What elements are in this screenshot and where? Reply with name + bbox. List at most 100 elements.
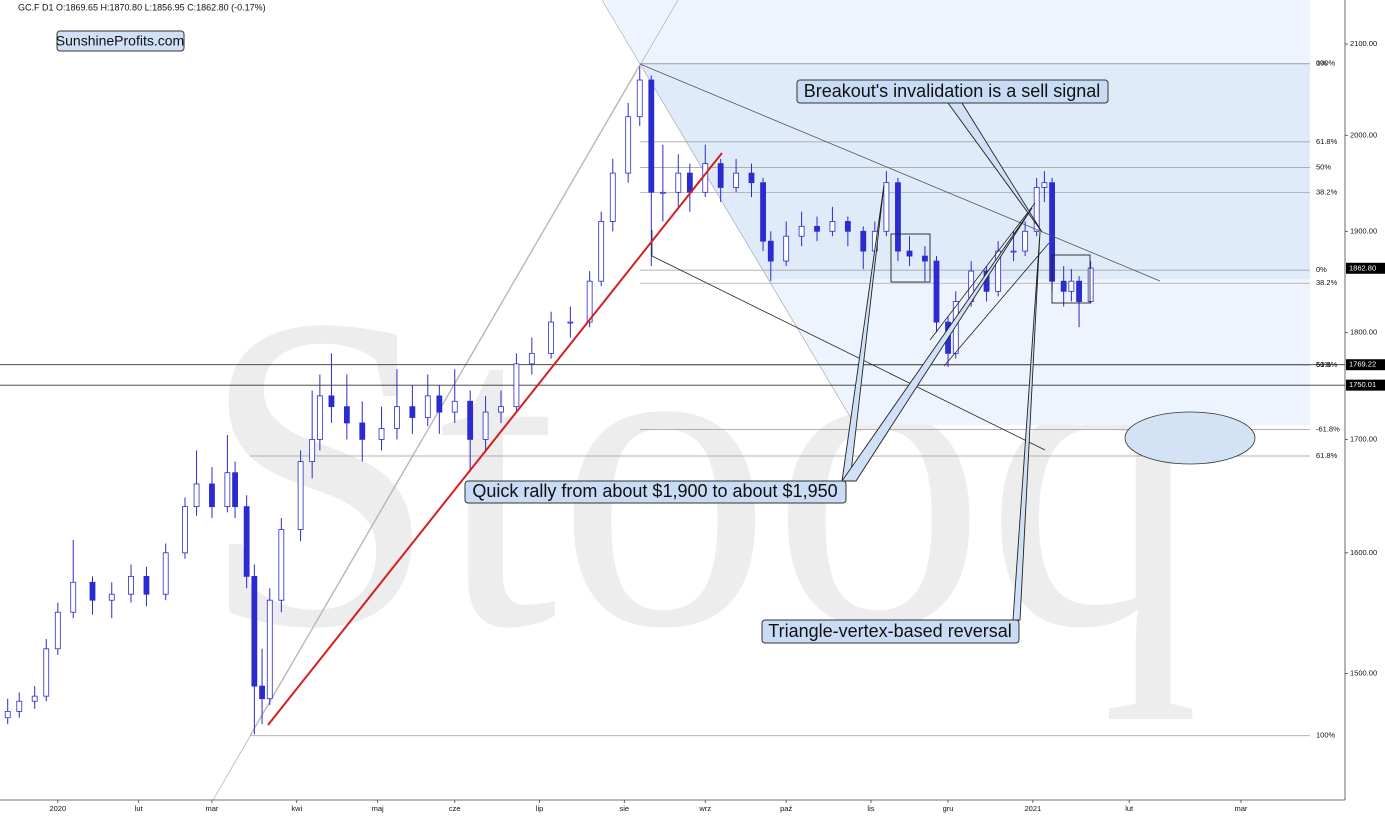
candle-body xyxy=(54,611,61,650)
candle-body xyxy=(266,599,273,700)
candle-body xyxy=(798,225,805,237)
drawings-layer: Breakout's invalidation is a sell signal… xyxy=(0,0,1346,801)
fib-label: 50% xyxy=(1316,360,1331,369)
candle-body xyxy=(717,163,724,188)
candle-body xyxy=(409,406,416,418)
candle-body xyxy=(1087,267,1094,302)
candle-body xyxy=(1033,187,1040,232)
candle-body xyxy=(4,710,11,719)
candle-body xyxy=(16,700,23,712)
fib-label: 100% xyxy=(1316,731,1336,740)
x-tick-label: maj xyxy=(372,804,384,813)
candle-body xyxy=(933,260,940,323)
y-tick-label: 1500.00 xyxy=(1350,669,1377,678)
fan-line xyxy=(249,63,641,736)
consolidation-box xyxy=(1051,254,1091,304)
candle-body xyxy=(89,581,96,601)
fib-label: 61.8% xyxy=(1316,137,1338,146)
x-tick-label: wrz xyxy=(698,804,711,813)
callout-pointer xyxy=(841,207,1033,482)
fib-label: 50% xyxy=(1316,162,1331,171)
brand: SunshineProfits.com xyxy=(56,33,184,49)
fib-label: -61.8% xyxy=(1316,425,1340,434)
callout-box xyxy=(761,619,1020,644)
candle-body xyxy=(482,411,489,440)
y-tick-label: 1600.00 xyxy=(1350,548,1377,557)
callout-box xyxy=(796,79,1109,104)
candle-body xyxy=(128,575,134,595)
candle-body xyxy=(860,230,867,252)
candle-body xyxy=(424,395,431,418)
x-tick-label: lip xyxy=(536,804,544,813)
candle-body xyxy=(162,552,169,595)
candle-body xyxy=(108,593,115,601)
x-tick-label: lis xyxy=(867,804,874,813)
x-tick-label: gru xyxy=(943,804,954,813)
y-tick-label: 2000.00 xyxy=(1350,130,1377,139)
consolidation-box xyxy=(890,233,931,283)
brand-box xyxy=(56,30,185,52)
y-tick-label: 2100.00 xyxy=(1350,39,1377,48)
candle-body xyxy=(467,400,474,440)
fan-line xyxy=(212,0,679,801)
target-ellipse xyxy=(1124,411,1256,465)
candle-body xyxy=(343,406,350,424)
background-layer: Stooq xyxy=(200,0,1310,801)
fib-label: 38.2% xyxy=(1316,278,1338,287)
x-tick-label: mar xyxy=(206,804,219,813)
x-tick-label: sie xyxy=(620,804,630,813)
candle-body xyxy=(1022,230,1029,252)
x-tick-label: paź xyxy=(780,804,792,813)
callout-text: Quick rally from about $1,900 to about $… xyxy=(472,481,837,501)
fan-line xyxy=(601,0,856,426)
candle-body xyxy=(748,172,755,184)
x-tick-label: lut xyxy=(1125,804,1134,813)
channel-line xyxy=(929,202,1036,341)
candle-body xyxy=(767,240,774,262)
candle-body xyxy=(675,172,682,193)
candle-body xyxy=(309,438,316,462)
candle-body xyxy=(70,581,77,613)
callout-text: Breakout's invalidation is a sell signal xyxy=(804,81,1101,101)
fib-label: 100% xyxy=(1316,59,1336,68)
callout-box xyxy=(464,480,847,504)
x-tick-label: mar xyxy=(1234,804,1247,813)
fib-label: 0% xyxy=(1316,59,1327,68)
candle-body xyxy=(259,685,265,700)
candle-body xyxy=(436,395,443,413)
y-tick-label: 1700.00 xyxy=(1350,434,1377,443)
fib-label: 0% xyxy=(1316,265,1327,274)
levels-layer xyxy=(0,63,1345,737)
shaded-band xyxy=(640,64,1310,279)
candle-body xyxy=(513,363,520,408)
candle-body xyxy=(498,406,504,413)
x-tick-label: kwi xyxy=(291,804,302,813)
candle-body xyxy=(1010,250,1017,253)
trend-line xyxy=(651,255,1046,451)
candle-body xyxy=(829,221,836,232)
candle-body xyxy=(359,422,366,440)
candle-body xyxy=(702,163,709,193)
candle-body xyxy=(232,472,238,508)
candle-body xyxy=(883,182,890,232)
price-tags-layer: 2100.00 2000.00 1900.00 1800.00 1700.00 1600.… xyxy=(49,39,1385,813)
candle-body xyxy=(625,116,632,174)
x-tick-label: lut xyxy=(135,804,144,813)
price-tag-label: 1750.01 xyxy=(1349,380,1376,389)
candle-body xyxy=(251,575,258,687)
candle-body xyxy=(1060,280,1067,292)
candle-body xyxy=(1068,280,1075,292)
candle-body xyxy=(243,506,250,577)
price-tag-label: 1769.22 xyxy=(1349,360,1376,369)
candle-body xyxy=(278,529,285,601)
candle-body xyxy=(224,472,231,508)
x-tick-label: 2020 xyxy=(49,804,66,813)
candle-body xyxy=(922,255,928,262)
support-line xyxy=(267,152,723,726)
last-price-label: 1862.80 xyxy=(1349,263,1376,272)
candle-body xyxy=(328,395,335,408)
candle-body xyxy=(814,225,820,232)
candle-body xyxy=(906,250,913,257)
candle-body xyxy=(783,235,790,262)
price-tag xyxy=(1346,359,1385,371)
